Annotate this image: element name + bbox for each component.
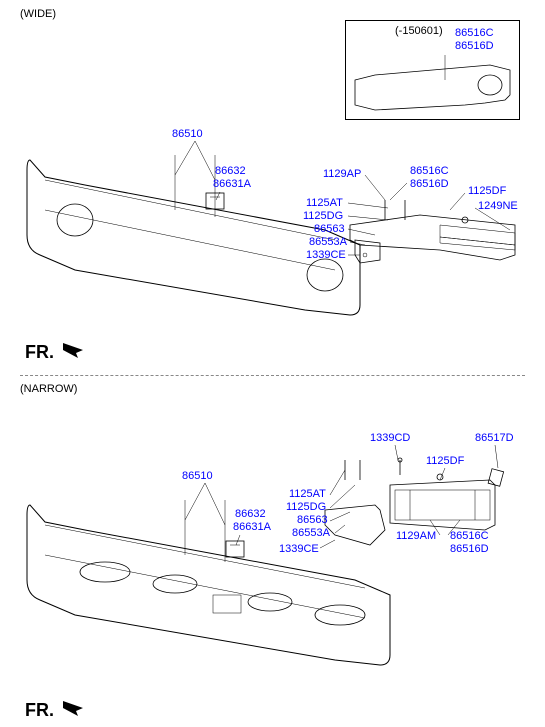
narrow-leader-lines bbox=[0, 0, 545, 727]
fr-label-narrow: FR. bbox=[25, 700, 54, 721]
fr-arrow-narrow-icon bbox=[58, 696, 88, 721]
